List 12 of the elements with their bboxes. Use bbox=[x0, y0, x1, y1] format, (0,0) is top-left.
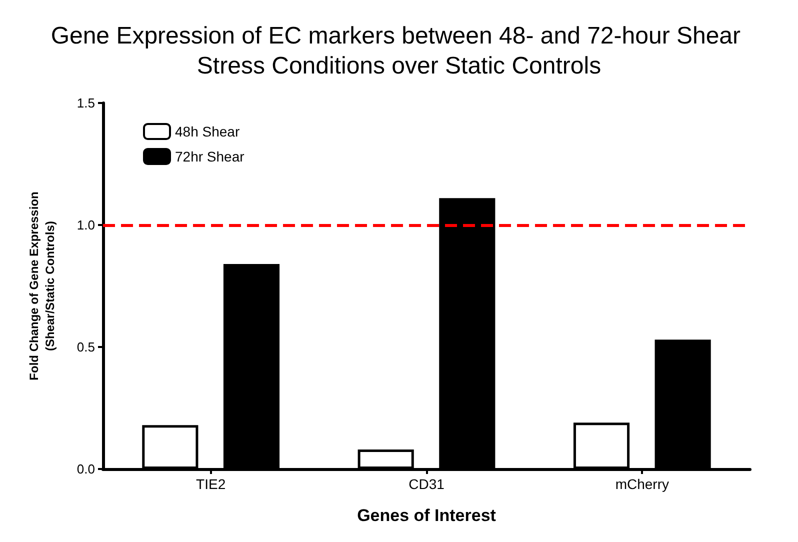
legend-label: 72hr Shear bbox=[175, 148, 245, 164]
y-tick-label: 0.0 bbox=[76, 462, 95, 476]
chart-title: Gene Expression of EC markers between 48- and 72-hour Shear Stress Conditions over Static Controls bbox=[50, 22, 748, 80]
y-tick-label: 1.5 bbox=[76, 96, 95, 110]
y-tick-label: 0.5 bbox=[76, 340, 95, 354]
x-tick-label: CD31 bbox=[408, 476, 445, 492]
legend-label: 48h Shear bbox=[175, 124, 240, 140]
y-tick-label: 1.0 bbox=[76, 218, 95, 232]
y-axis-title: Fold Change of Gene Expression (Shear/Static Controls) bbox=[27, 192, 57, 380]
x-axis-title: Genes of Interest bbox=[357, 506, 496, 525]
x-tick-label: mCherry bbox=[615, 476, 670, 492]
x-tick-label: TIE2 bbox=[196, 476, 226, 492]
